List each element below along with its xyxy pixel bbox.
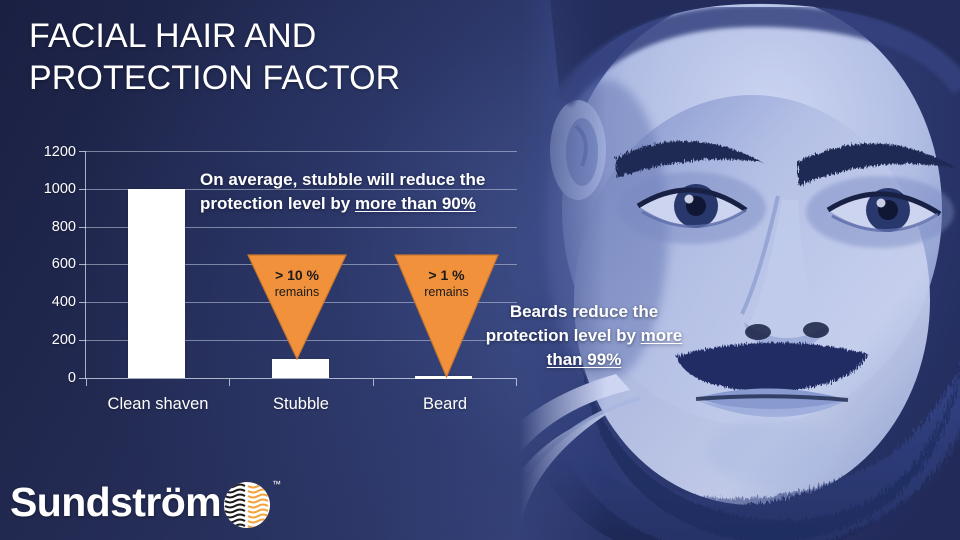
x-tick-mark [516, 379, 517, 386]
y-tick-label: 600 [51, 256, 76, 272]
x-label-beard: Beard [422, 395, 468, 413]
y-tick-mark [79, 264, 86, 265]
callout-beard: Beards reduce the protection level by mo… [484, 300, 684, 372]
gridline [86, 189, 517, 190]
y-tick-mark [79, 340, 86, 341]
y-tick-label: 1200 [43, 144, 76, 160]
page-title: FACIAL HAIR AND PROTECTION FACTOR [29, 16, 549, 100]
x-label-clean-shaven: Clean shaven [107, 395, 209, 413]
y-tick-label: 400 [51, 294, 76, 310]
bearded-man-photo [520, 0, 960, 540]
y-tick-mark [79, 378, 86, 379]
down-triangle-icon [394, 254, 499, 379]
y-tick-label: 200 [51, 332, 76, 348]
x-tick-mark [86, 379, 87, 386]
y-tick-label: 800 [51, 219, 76, 235]
y-tick-mark [79, 302, 86, 303]
callout-stubble-emphasis: more than 90% [354, 194, 476, 214]
x-tick-mark [373, 379, 374, 386]
x-tick-mark [229, 379, 230, 386]
bar-stubble [272, 359, 329, 378]
bar-beard [415, 376, 472, 379]
trademark-symbol: ™ [272, 479, 281, 489]
y-tick-mark [79, 189, 86, 190]
gridline [86, 227, 517, 228]
title-line-2: PROTECTION FACTOR [29, 58, 401, 97]
x-axis-line [86, 378, 517, 380]
bar-clean-shaven [128, 189, 185, 378]
callout-stubble: On average, stubble will reduce the prot… [200, 168, 566, 216]
sundstrom-globe-mark-icon [223, 481, 271, 529]
gridline [86, 151, 517, 152]
y-tick-mark [79, 227, 86, 228]
y-tick-label: 0 [67, 370, 76, 386]
protection-factor-bar-chart: 1200 1000 800 600 400 200 0 [0, 0, 540, 430]
y-tick-label: 1000 [43, 181, 76, 197]
callout-beard-emphasis: more than 99% [546, 326, 683, 370]
stubble-triangle-annotation: > 10 % remains [247, 254, 347, 361]
logo-wordmark: Sundström [10, 479, 222, 525]
callout-stubble-text: On average, stubble will reduce the prot… [200, 170, 486, 214]
callout-beard-text: Beards reduce the protection level by [485, 302, 659, 346]
down-triangle-icon [247, 254, 347, 361]
title-line-1: FACIAL HAIR AND [29, 17, 317, 55]
beard-triangle-annotation: > 1 % remains [394, 254, 499, 379]
y-axis-line [85, 151, 87, 379]
y-tick-mark [79, 151, 86, 152]
x-label-stubble: Stubble [273, 395, 329, 413]
